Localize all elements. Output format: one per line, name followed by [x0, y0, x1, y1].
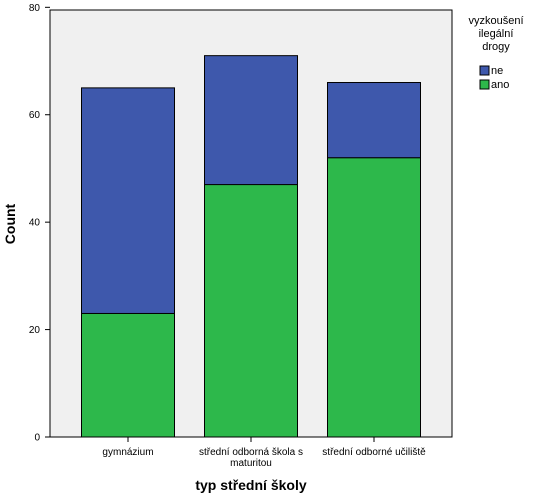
- y-tick-label: 20: [29, 325, 41, 336]
- axes-layer: 0 20 40 60 80 gymnázium střední odborná škola …: [29, 3, 426, 469]
- x-tick-label: střední odborná škola s maturitou: [199, 447, 303, 469]
- bar-ano: [204, 184, 298, 438]
- legend-swatch-ne: [479, 65, 490, 76]
- legend-title-line: vyzkoušení: [468, 15, 523, 27]
- legend-title-line: drogy: [482, 41, 510, 53]
- y-tick-label: 80: [29, 3, 41, 14]
- x-tick-label-line: maturitou: [230, 458, 272, 469]
- x-tick-label: gymnázium: [102, 447, 153, 458]
- x-tick-label-line: gymnázium: [102, 447, 153, 458]
- x-tick-label-line: střední odborná škola s: [199, 447, 303, 458]
- legend-title-line: ilegální: [479, 28, 514, 40]
- bar-ne: [204, 55, 298, 186]
- bars-layer: [81, 55, 421, 438]
- y-axis-title: Count: [2, 203, 18, 244]
- x-axis-title: typ střední školy: [195, 477, 306, 493]
- bar-ano: [327, 157, 421, 438]
- x-tick-label: střední odborné učiliště: [322, 447, 426, 458]
- bar-ne: [327, 82, 421, 159]
- legend-label-ne: ne: [491, 65, 503, 77]
- x-tick-label-line: střední odborné učiliště: [322, 447, 426, 458]
- bar-ne: [81, 87, 175, 314]
- legend-label-ano: ano: [491, 79, 509, 91]
- legend-swatch-ano: [479, 79, 490, 90]
- bar-ano: [81, 312, 175, 438]
- y-tick-label: 0: [34, 433, 40, 444]
- y-tick-label: 60: [29, 110, 41, 121]
- y-tick-label: 40: [29, 218, 41, 229]
